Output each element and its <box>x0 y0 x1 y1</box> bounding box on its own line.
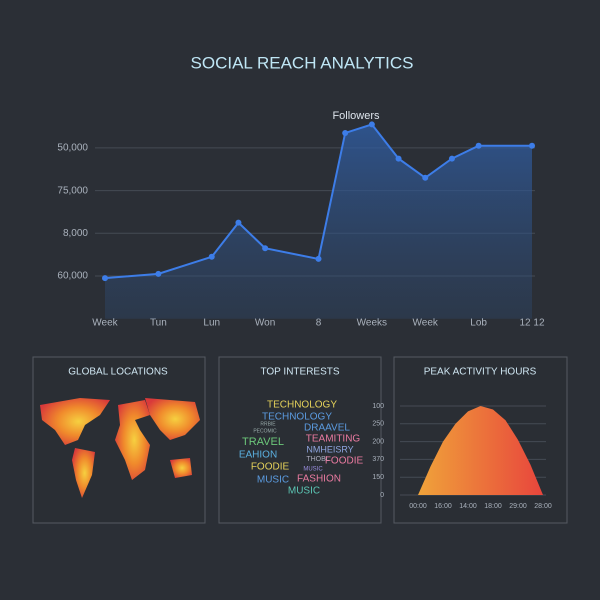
x-tick-label: 16:00 <box>434 503 452 510</box>
interest-word: TECHNOLOGY <box>267 400 337 411</box>
interest-word: PECOMIC <box>253 428 277 434</box>
point <box>422 174 429 181</box>
point <box>342 129 349 136</box>
y-tick-label: 370 <box>372 456 384 463</box>
point <box>448 155 455 162</box>
interest-word: FASHION <box>297 474 341 485</box>
interest-word: MUSIC <box>303 467 323 473</box>
legend-label: Followers <box>332 110 380 122</box>
point <box>102 275 108 282</box>
interest-word: RRBIE <box>260 421 276 427</box>
x-tick-label: Won <box>255 318 275 329</box>
continent <box>170 458 192 478</box>
interest-word: MUSIC <box>288 486 320 497</box>
x-tick-label: Week <box>413 318 439 329</box>
point <box>262 245 269 252</box>
point <box>208 253 215 260</box>
interest-word: THOBL <box>306 456 329 463</box>
interest-word: NMHEISRY <box>306 444 353 454</box>
y-tick-label: 150 <box>372 474 384 481</box>
interest-word: MUSIC <box>257 475 289 486</box>
continent <box>145 398 200 440</box>
world-map <box>40 398 200 498</box>
interest-word: TECHNOLOGY <box>262 412 332 423</box>
point <box>155 270 162 277</box>
interest-word: DRAAVEL <box>304 423 350 434</box>
panel-title: PEAK ACTIVITY HOURS <box>424 367 537 378</box>
x-tick-label: 29:00 <box>509 503 527 510</box>
x-tick-label: Week <box>92 318 118 329</box>
y-tick-label: 75,000 <box>57 185 88 196</box>
continent <box>40 398 110 445</box>
area-fill <box>105 124 532 319</box>
point <box>235 219 242 226</box>
panel-title: TOP INTERESTS <box>260 367 339 378</box>
interest-word: EAHION <box>239 450 277 461</box>
interest-word: FOODIE <box>251 462 290 473</box>
x-tick-label: Lun <box>203 318 220 329</box>
y-tick-label: 8,000 <box>63 228 88 239</box>
continent <box>115 400 150 480</box>
interest-word: TEAMITING <box>306 434 361 445</box>
y-tick-label: 0 <box>380 492 384 499</box>
interest-word: FOODIE <box>325 456 364 467</box>
x-tick-label: 18:00 <box>484 503 502 510</box>
x-tick-label: 00:00 <box>409 503 427 510</box>
y-tick-label: 60,000 <box>57 271 88 282</box>
x-tick-label: 14:00 <box>459 503 477 510</box>
x-tick-label: Weeks <box>357 318 387 329</box>
continent <box>72 448 95 498</box>
panel <box>218 356 382 524</box>
point <box>475 142 482 149</box>
point <box>315 255 322 262</box>
panel-title: GLOBAL LOCATIONS <box>68 367 168 378</box>
y-tick-label: 200 <box>372 438 384 445</box>
point <box>395 155 402 162</box>
interest-word: TRAVEL <box>242 436 284 448</box>
y-tick-label: 100 <box>372 403 384 410</box>
x-tick-label: 12 12 <box>519 318 544 329</box>
point <box>368 121 375 128</box>
area <box>418 406 543 495</box>
x-tick-label: Tun <box>150 318 167 329</box>
x-tick-label: 28:00 <box>534 503 552 510</box>
dashboard-title: SOCIAL REACH ANALYTICS <box>191 53 414 72</box>
point <box>529 142 535 149</box>
x-tick-label: 8 <box>316 318 322 329</box>
x-tick-label: Lob <box>470 318 487 329</box>
y-tick-label: 250 <box>372 421 384 428</box>
y-tick-label: 50,000 <box>57 143 88 154</box>
